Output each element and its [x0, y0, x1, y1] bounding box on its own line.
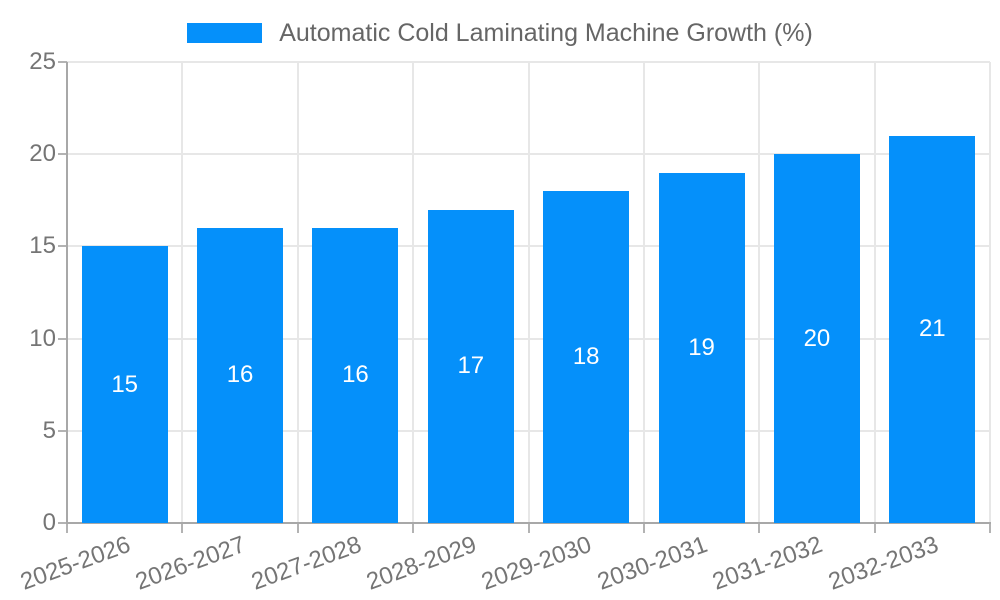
y-axis-tick [58, 429, 67, 432]
y-tick-label: 15 [29, 232, 56, 260]
legend[interactable]: Automatic Cold Laminating Machine Growth… [0, 18, 1000, 48]
x-gridline [642, 62, 645, 523]
y-tick-label: 0 [42, 509, 56, 536]
bar[interactable] [773, 154, 860, 523]
bar-value-label: 20 [803, 324, 831, 352]
bar-value-label: 16 [226, 361, 254, 389]
y-axis-tick [58, 337, 67, 340]
x-axis-tick [296, 523, 299, 533]
bar-value-label: 15 [111, 370, 139, 398]
x-gridline [296, 62, 299, 523]
x-axis-tick [412, 523, 415, 533]
x-gridline [989, 62, 991, 523]
bar[interactable] [81, 246, 168, 523]
x-tick-label: 2027-2028 [247, 531, 365, 596]
bar-value-label: 16 [342, 361, 369, 389]
y-axis-tick [58, 61, 67, 63]
x-axis-tick [66, 523, 68, 533]
bar-value-label: 18 [572, 343, 600, 371]
legend-label: Automatic Cold Laminating Machine Growth… [279, 18, 813, 47]
x-tick-label: 2032-2033 [824, 531, 942, 596]
x-gridline [181, 62, 184, 523]
x-gridline [412, 62, 415, 523]
y-axis-line [66, 62, 68, 523]
x-axis-tick [989, 523, 991, 533]
y-tick-label: 10 [29, 324, 56, 352]
x-gridline [527, 62, 530, 523]
bar-value-label: 17 [457, 352, 485, 380]
x-tick-label: 2030-2031 [593, 531, 711, 596]
x-tick-label: 2029-2030 [478, 531, 596, 596]
bar[interactable] [427, 209, 514, 523]
legend-swatch [187, 23, 263, 43]
x-axis-line [66, 522, 991, 524]
bar-value-label: 21 [918, 315, 946, 343]
y-axis-tick [58, 245, 67, 248]
bar[interactable] [889, 135, 976, 523]
bar[interactable] [312, 227, 399, 523]
y-tick-label: 5 [42, 416, 56, 444]
y-axis-tick [58, 153, 67, 156]
x-tick-label: 2025-2026 [16, 531, 134, 596]
x-axis-tick [758, 523, 761, 533]
x-axis-tick [527, 523, 530, 533]
y-tick-label: 20 [29, 140, 56, 168]
x-tick-label: 2031-2032 [709, 531, 827, 596]
x-axis-tick [873, 523, 876, 533]
x-tick-label: 2028-2029 [362, 531, 481, 596]
bar[interactable] [658, 172, 745, 523]
x-gridline [873, 62, 876, 523]
y-tick-label: 25 [29, 48, 56, 75]
bar[interactable] [543, 191, 630, 523]
x-axis-tick [181, 523, 184, 533]
bar[interactable] [197, 227, 284, 523]
x-tick-label: 2026-2027 [132, 531, 250, 596]
bar-value-label: 19 [688, 333, 715, 361]
x-axis-tick [642, 523, 645, 533]
y-axis-tick [58, 522, 67, 524]
x-gridline [758, 62, 761, 523]
